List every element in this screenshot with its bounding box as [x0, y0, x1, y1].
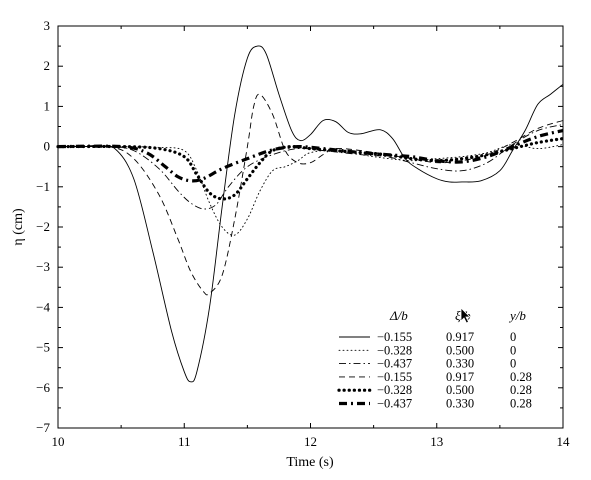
- series-line: [57, 128, 564, 183]
- legend-delta-value: −0.437: [377, 397, 412, 411]
- y-tick-label: −4: [36, 299, 50, 314]
- series-line: [57, 45, 564, 383]
- y-tick-label: −3: [36, 259, 50, 274]
- legend-xi-value: 0.330: [446, 357, 474, 371]
- legend-y-value: 0: [510, 357, 516, 371]
- series-line: [56, 136, 565, 201]
- legend-y-value: 0.28: [510, 383, 532, 397]
- legend: Δ/b ξ/b y/b −0.1550.9170−0.3280.5000−0.4…: [337, 308, 532, 411]
- series-line: [57, 144, 564, 236]
- legend-xi-value: 0.330: [446, 397, 474, 411]
- legend-xi-value: 0.500: [446, 343, 474, 357]
- x-tick-label: 12: [304, 434, 317, 449]
- x-tick-label: 14: [557, 434, 571, 449]
- legend-xi-value: 0.917: [446, 370, 474, 384]
- y-tick-label: −5: [36, 340, 50, 355]
- legend-xi-value: 0.917: [446, 330, 474, 344]
- series-line: [57, 124, 564, 210]
- legend-y-value: 0: [510, 343, 516, 357]
- legend-delta-value: −0.328: [377, 383, 412, 397]
- legend-y-value: 0: [510, 330, 516, 344]
- series-layer: [56, 45, 565, 383]
- y-axis-label: η (cm): [11, 208, 26, 246]
- y-tick-label: 2: [44, 58, 51, 73]
- y-tick-label: −6: [36, 380, 50, 395]
- x-tick-label: 13: [430, 434, 443, 449]
- x-axis-label: Time (s): [286, 455, 334, 470]
- legend-header-y: y/b: [508, 308, 526, 323]
- legend-header-delta: Δ/b: [389, 308, 408, 323]
- x-tick-label: 11: [178, 434, 191, 449]
- y-tick-label: −1: [36, 179, 50, 194]
- y-tick-label: 3: [44, 18, 51, 33]
- legend-delta-value: −0.328: [377, 343, 412, 357]
- series-line: [57, 93, 564, 296]
- cursor-icon: [460, 307, 471, 324]
- legend-y-value: 0.28: [510, 370, 532, 384]
- y-tick-label: 1: [44, 98, 51, 113]
- legend-xi-value: 0.500: [446, 383, 474, 397]
- legend-delta-value: −0.437: [377, 357, 412, 371]
- legend-delta-value: −0.155: [377, 370, 412, 384]
- legend-y-value: 0.28: [510, 397, 532, 411]
- y-tick-label: 0: [44, 139, 51, 154]
- x-tick-label: 10: [52, 434, 65, 449]
- y-tick-label: −2: [36, 219, 50, 234]
- legend-delta-value: −0.155: [377, 330, 412, 344]
- y-tick-label: −7: [36, 420, 50, 435]
- plot-frame: [57, 25, 564, 429]
